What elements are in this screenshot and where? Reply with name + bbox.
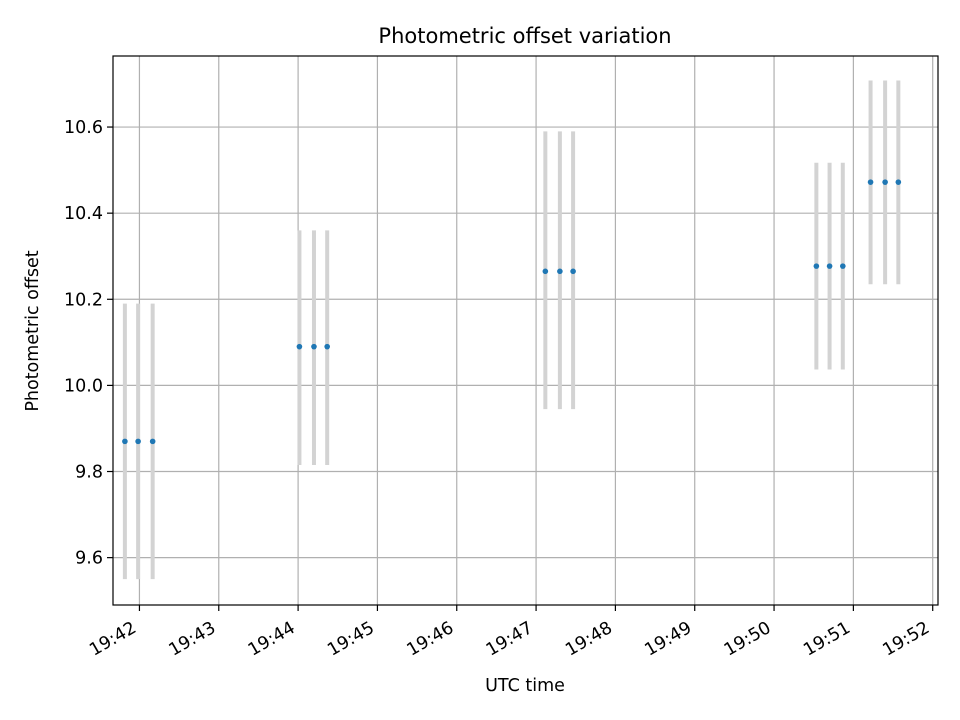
data-point bbox=[882, 179, 888, 185]
data-point bbox=[826, 263, 833, 269]
data-point bbox=[311, 343, 317, 350]
data-point bbox=[557, 268, 563, 275]
y-tick-label: 9.8 bbox=[75, 463, 103, 483]
plot-frame bbox=[112, 55, 939, 606]
plot-area bbox=[113, 56, 938, 605]
grid-lines bbox=[113, 56, 938, 605]
data-point bbox=[324, 343, 330, 350]
data-point bbox=[135, 438, 141, 445]
y-axis-title: Photometric offset bbox=[23, 250, 43, 411]
data-point bbox=[570, 268, 576, 275]
axis-ticks bbox=[107, 126, 934, 611]
data-point bbox=[840, 263, 846, 269]
data-point bbox=[149, 438, 156, 445]
y-tick-label: 9.6 bbox=[75, 549, 103, 569]
data-point bbox=[813, 263, 820, 269]
x-axis-title: UTC time bbox=[485, 676, 565, 696]
y-tick-label: 10.2 bbox=[64, 290, 103, 310]
y-tick-label: 10.4 bbox=[64, 204, 103, 224]
chart-title: Photometric offset variation bbox=[378, 24, 671, 48]
data-point bbox=[867, 179, 874, 185]
y-tick-labels: 9.6 9.8 10.0 10.2 10.4 10.6 bbox=[64, 118, 103, 569]
y-tick-label: 10.6 bbox=[64, 118, 103, 138]
data-points bbox=[122, 179, 902, 445]
data-point bbox=[122, 438, 128, 445]
y-tick-label: 10.0 bbox=[64, 376, 103, 396]
data-point bbox=[895, 179, 902, 185]
data-point bbox=[542, 268, 549, 275]
data-point bbox=[296, 343, 303, 350]
